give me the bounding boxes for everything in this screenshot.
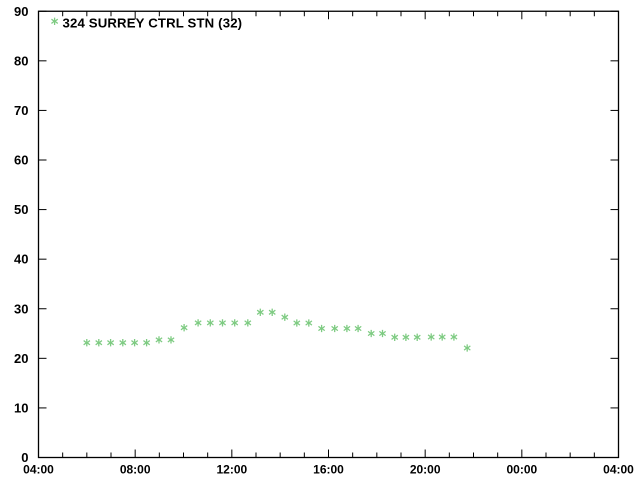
svg-text:20:00: 20:00 [410, 463, 441, 477]
svg-text:04:00: 04:00 [23, 463, 54, 477]
svg-text:12:00: 12:00 [216, 463, 247, 477]
svg-text:80: 80 [14, 53, 28, 68]
svg-text:60: 60 [14, 153, 28, 168]
svg-text:00:00: 00:00 [506, 463, 537, 477]
svg-text:324 SURREY CTRL STN (32): 324 SURREY CTRL STN (32) [63, 16, 243, 31]
svg-text:90: 90 [14, 4, 28, 19]
svg-text:08:00: 08:00 [120, 463, 151, 477]
svg-text:40: 40 [14, 252, 28, 267]
svg-text:50: 50 [14, 202, 28, 217]
svg-text:04:00: 04:00 [603, 463, 634, 477]
svg-text:20: 20 [14, 351, 28, 366]
svg-text:10: 10 [14, 400, 28, 415]
svg-text:70: 70 [14, 103, 28, 118]
svg-text:30: 30 [14, 301, 28, 316]
svg-text:16:00: 16:00 [313, 463, 344, 477]
